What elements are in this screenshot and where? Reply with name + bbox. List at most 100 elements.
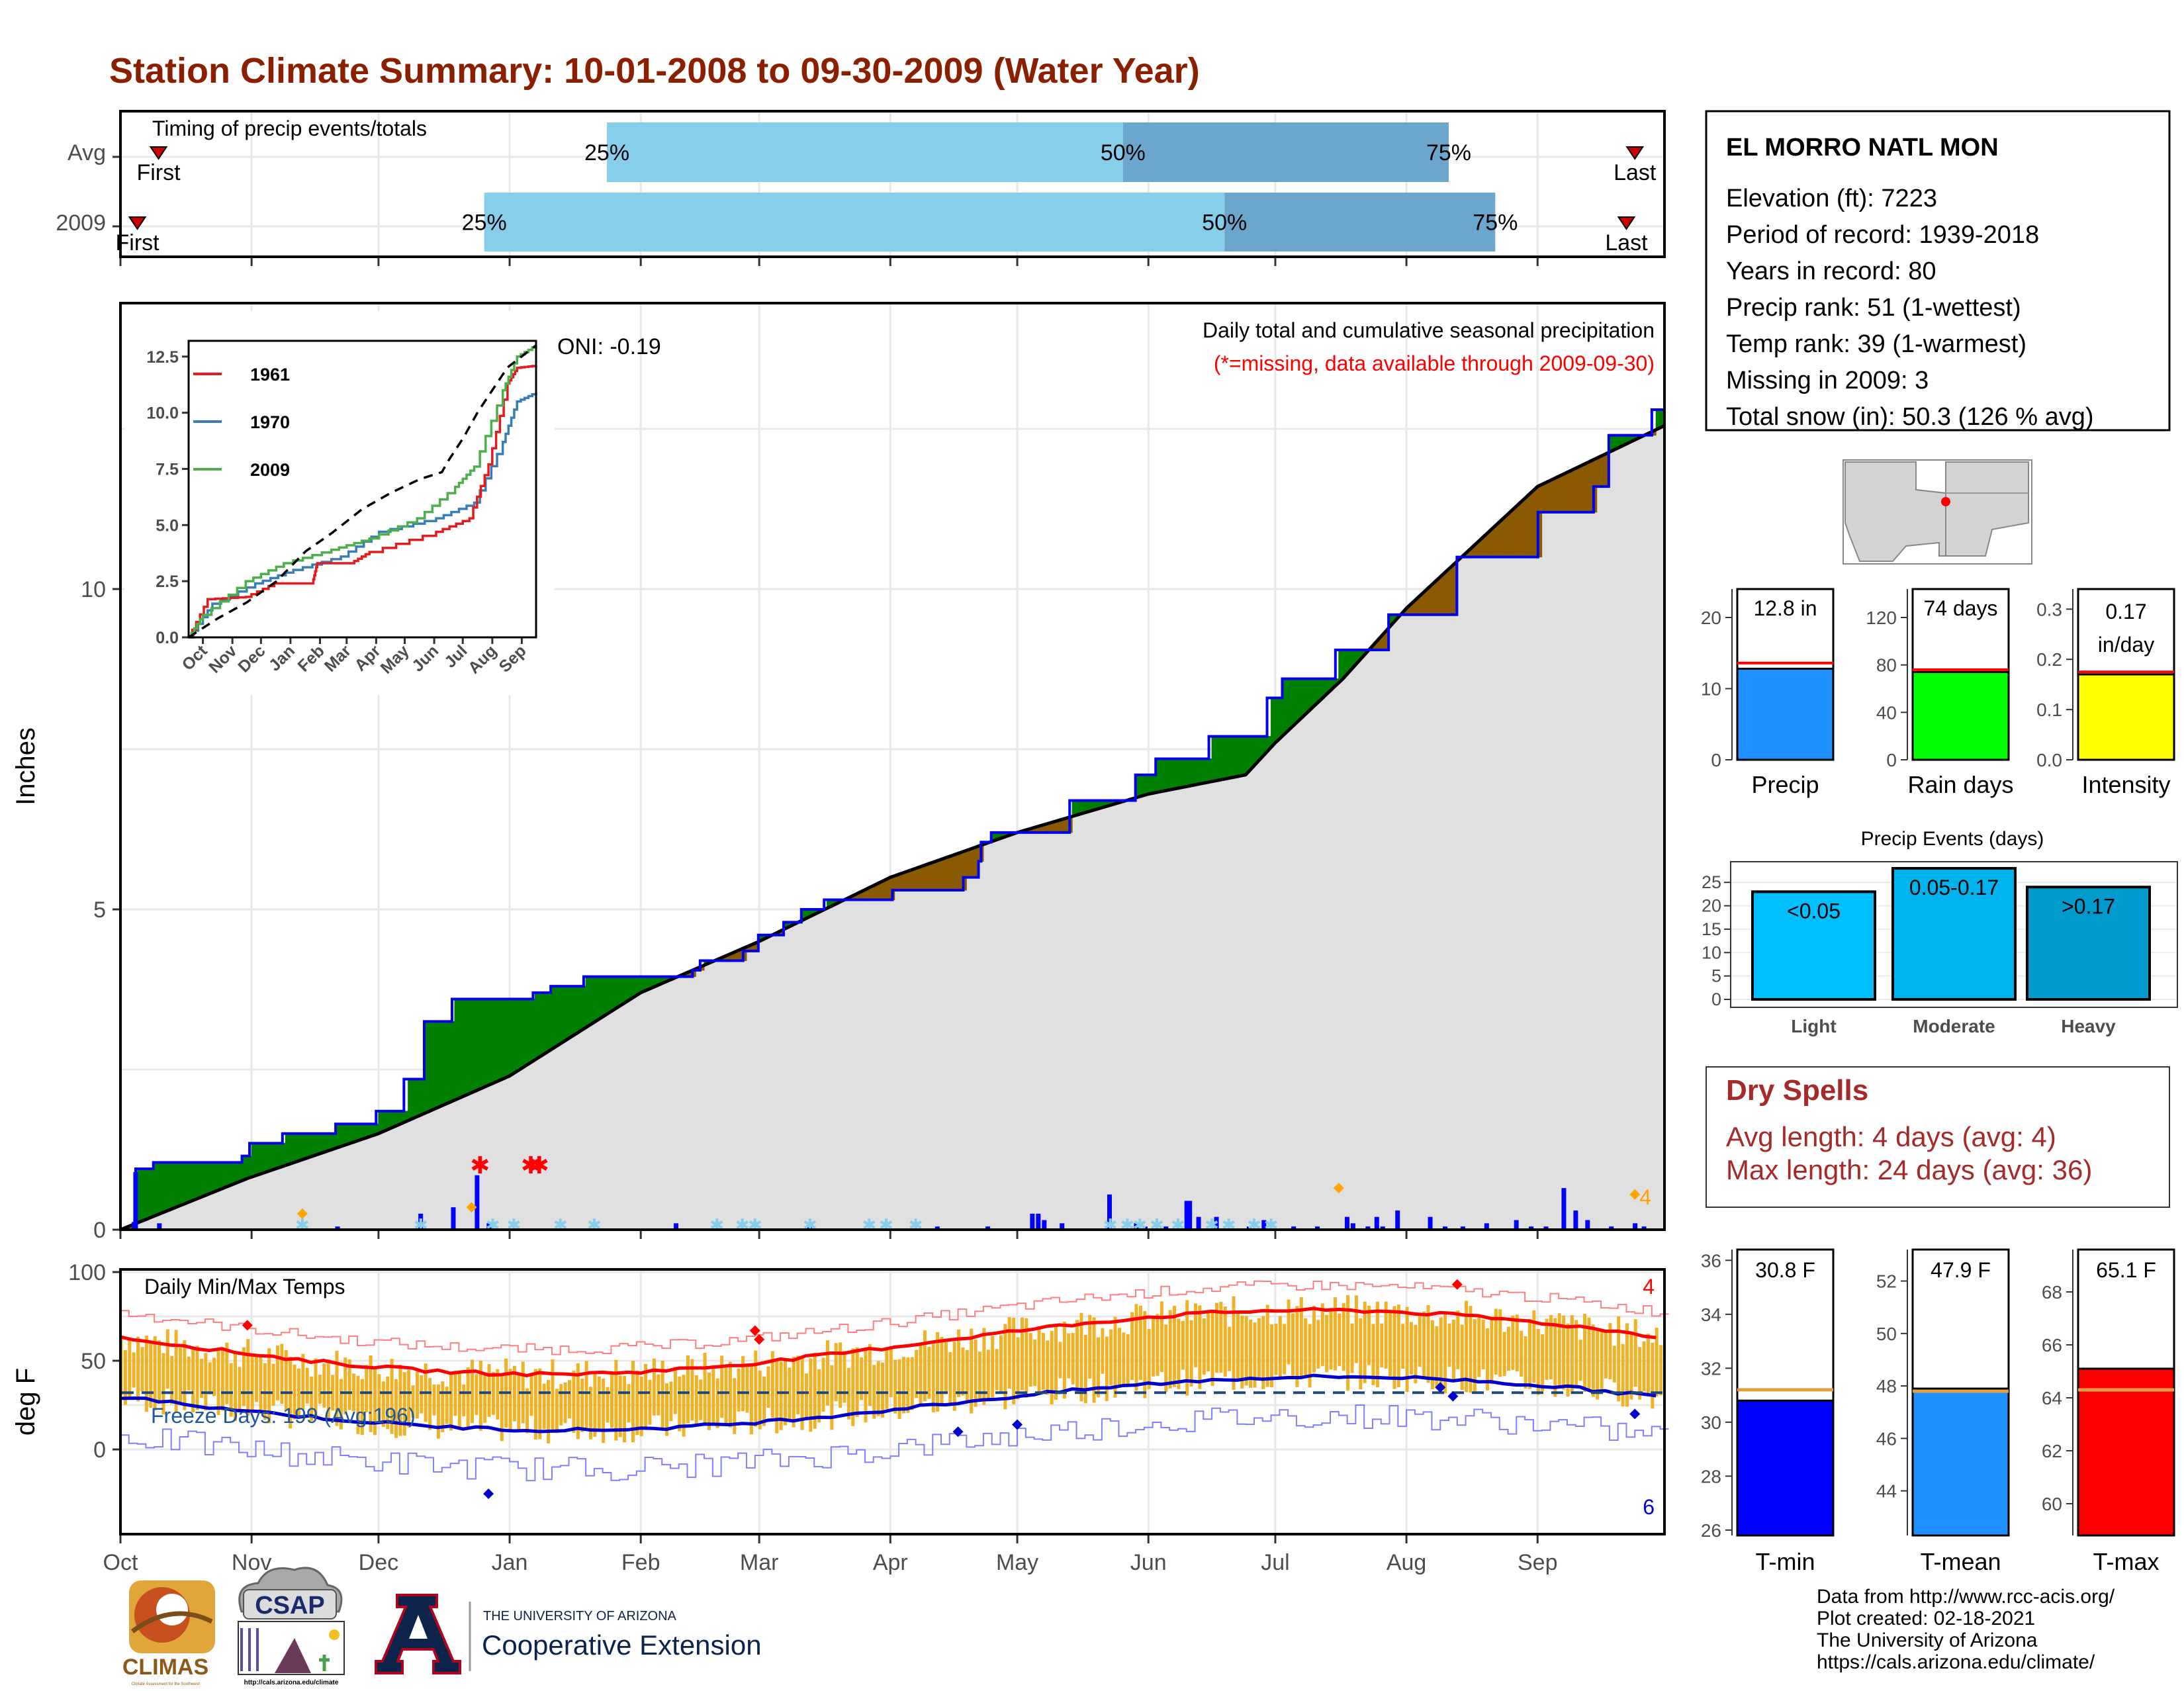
daily-temp-bar [296, 1368, 300, 1419]
precip-below-avg [1575, 465, 1580, 513]
daily-temp-bar [1054, 1326, 1058, 1400]
precip-above-avg [289, 1133, 295, 1165]
daily-temp-bar [1655, 1328, 1659, 1396]
temp-panel-label: Daily Min/Max Temps [144, 1275, 345, 1299]
temp-bar-t-mean [1911, 1387, 2010, 1537]
csap-logo: CSAP http://cals.arizona.edu/climate [238, 1567, 345, 1686]
daily-temp-bar [572, 1370, 576, 1433]
precip-below-avg [1554, 475, 1559, 513]
summary-ytick-label: 40 [1876, 702, 1897, 723]
daily-temp-bar [394, 1379, 398, 1438]
daily-temp-bar [212, 1357, 216, 1396]
precip-above-avg [1292, 678, 1297, 728]
precip-above-avg [1160, 758, 1166, 792]
month-label: Oct [103, 1550, 138, 1575]
daily-temp-bar [238, 1367, 242, 1412]
daily-temp-bar [775, 1359, 779, 1434]
daily-temp-bar [229, 1363, 233, 1417]
month-label: Jan [492, 1550, 528, 1575]
daily-temp-bar [347, 1359, 351, 1410]
precip-above-avg [1173, 758, 1179, 790]
daily-temp-bar [1287, 1299, 1291, 1365]
inset-ytick-label: 12.5 [146, 348, 179, 367]
daily-temp-bar [745, 1365, 749, 1413]
summary-bar-value: 74 days [1923, 596, 1997, 620]
summary-ytick-label: 80 [1876, 655, 1897, 676]
summary-ytick-label: 0.0 [2036, 750, 2062, 770]
precip-above-avg [314, 1133, 320, 1156]
daily-temp-bar [1126, 1334, 1130, 1385]
precip-above-avg [200, 1162, 206, 1198]
daily-temp-bar [1359, 1318, 1363, 1390]
daily-precip-bar [1350, 1223, 1355, 1230]
daily-temp-bar [754, 1350, 758, 1427]
daily-temp-bar [1405, 1306, 1409, 1393]
events-ytick-label: 25 [1702, 872, 1721, 892]
oni-label: ONI: -0.19 [557, 334, 661, 359]
precip-below-avg [1596, 455, 1602, 487]
daily-temp-bar [1236, 1312, 1240, 1381]
daily-temp-bar [1460, 1324, 1464, 1391]
daily-temp-bar [280, 1344, 284, 1404]
daily-temp-bar [1511, 1315, 1515, 1370]
daily-temp-bar [724, 1365, 728, 1424]
daily-precip-bar [1585, 1220, 1590, 1230]
timing-bar-q25-q50 [607, 122, 1123, 182]
daily-temp-bar [970, 1328, 974, 1414]
daily-temp-bar [1024, 1318, 1028, 1398]
daily-temp-bar [1028, 1333, 1032, 1387]
daily-temp-bar [1451, 1319, 1455, 1383]
precip-above-avg [154, 1162, 159, 1217]
daily-temp-bar [1651, 1342, 1655, 1409]
temp-bar-ytick-label: 28 [1701, 1466, 1721, 1486]
inset-series-1970 [189, 392, 537, 639]
daily-temp-bar [1062, 1321, 1066, 1399]
daily-temp-bar [1168, 1310, 1172, 1389]
events-bar-range: 0.05-0.17 [1909, 876, 1999, 899]
daily-temp-bar [855, 1347, 859, 1417]
daily-temp-bar [1354, 1295, 1358, 1363]
snow-marker: ✱ [1247, 1215, 1261, 1235]
daily-precip-bar [1246, 1226, 1251, 1230]
daily-temp-bar [149, 1341, 153, 1408]
daily-temp-bar [1316, 1320, 1320, 1369]
temp-ylabel: deg F [11, 1368, 40, 1436]
missing-data-marker: ✱ [470, 1152, 490, 1179]
daily-temp-bar [402, 1372, 406, 1436]
precip-above-avg [1169, 758, 1175, 791]
precip-above-avg [594, 976, 599, 1023]
precip-above-avg [1186, 758, 1191, 788]
daily-temp-bar [728, 1361, 732, 1428]
daily-temp-bar [707, 1372, 711, 1430]
precip-above-avg [475, 999, 480, 1091]
precip-above-avg [150, 1168, 155, 1218]
daily-temp-bar [339, 1379, 343, 1430]
precip-above-avg [433, 1021, 438, 1111]
daily-precip-bar [1261, 1220, 1267, 1230]
daily-temp-bar [275, 1346, 279, 1400]
daily-precip-bar [1374, 1216, 1379, 1230]
events-bar-label: Light [1791, 1016, 1836, 1036]
precip-below-avg [1439, 572, 1445, 616]
daily-temp-bar [737, 1368, 741, 1412]
daily-temp-bar [559, 1384, 563, 1426]
daily-precip-bar [133, 1171, 138, 1230]
precip-above-avg [255, 1142, 261, 1176]
precip-above-avg [183, 1162, 189, 1205]
precip-above-avg [226, 1162, 231, 1188]
precip-above-avg [522, 999, 527, 1069]
daily-precip-bar [486, 1223, 492, 1230]
daily-temp-bar [1185, 1300, 1189, 1396]
precip-above-avg [192, 1162, 197, 1201]
daily-temp-bar [703, 1352, 707, 1423]
daily-temp-bar [846, 1367, 850, 1420]
precip-above-avg [518, 999, 523, 1072]
daily-temp-bar [825, 1340, 829, 1406]
precip-above-avg [1241, 736, 1246, 776]
daily-temp-bar [1515, 1314, 1519, 1371]
daily-temp-bar [428, 1378, 432, 1430]
record-high-line [120, 1280, 1669, 1355]
daily-temp-bar [475, 1374, 478, 1415]
station-line-elevation: Elevation (ft): 7223 [1726, 185, 1937, 212]
daily-temp-bar [1156, 1314, 1160, 1376]
